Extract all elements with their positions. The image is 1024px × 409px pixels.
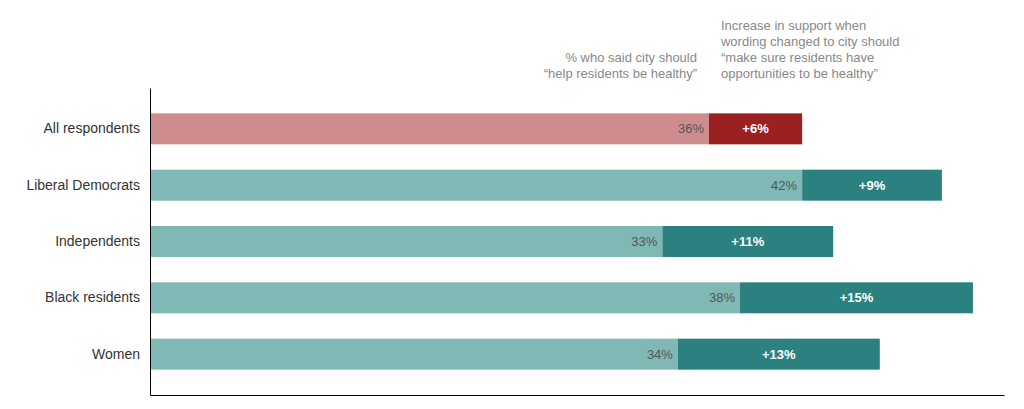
annotation: % who said city should [565, 50, 697, 65]
y-axis: All respondents Liberal Democrats Independ… [26, 89, 150, 396]
y-tick-label: Black residents [45, 289, 140, 305]
bar [150, 113, 709, 144]
x-axis [151, 395, 1005, 396]
y-tick-label: All respondents [43, 120, 140, 136]
bar [150, 170, 802, 201]
y-tick: Women [92, 346, 150, 362]
annotation: Increase in support when [721, 18, 866, 33]
plot: 36% 42% 33% 38% 34% +6% +9% +11% +15% +13% All res… [26, 89, 1004, 396]
annotation: “make sure residents have [721, 50, 874, 65]
annotation: opportunities to be healthy” [721, 66, 878, 81]
data-label: 34% [647, 347, 673, 362]
y-tick: Independents [55, 233, 150, 249]
data-labels: 36% 42% 33% 38% 34% +6% +9% +11% +15% +13% [631, 121, 885, 361]
annotation: wording changed to city should [720, 34, 900, 49]
data-label: +13% [762, 347, 796, 362]
x-axis-line [151, 395, 1005, 396]
data-label: 38% [709, 290, 735, 305]
bar [150, 282, 740, 313]
data-label: +11% [731, 234, 764, 249]
bar [678, 339, 880, 370]
bars [150, 113, 973, 369]
bar [802, 170, 942, 201]
y-axis-line [150, 89, 151, 396]
annotations: % who said city should“help residents be… [544, 18, 900, 81]
data-label: 42% [771, 178, 797, 193]
y-tick: Liberal Democrats [26, 177, 150, 193]
bar [150, 226, 662, 257]
bar [662, 226, 833, 257]
y-tick-label: Liberal Democrats [26, 177, 140, 193]
bar [709, 113, 802, 144]
y-tick: Black residents [45, 289, 150, 305]
y-tick: All respondents [43, 120, 150, 136]
y-tick-label: Women [92, 346, 140, 362]
data-label: +6% [742, 121, 769, 136]
data-label: +9% [859, 178, 886, 193]
data-label: +15% [840, 290, 874, 305]
bar [150, 339, 678, 370]
bar [740, 282, 973, 313]
y-tick-label: Independents [55, 233, 140, 249]
data-label: 36% [678, 121, 704, 136]
data-label: 33% [631, 234, 657, 249]
series-1 [662, 113, 973, 369]
annotation: “help residents be healthy” [544, 66, 697, 81]
chart: 36% 42% 33% 38% 34% +6% +9% +11% +15% +13% All res… [0, 0, 1024, 409]
